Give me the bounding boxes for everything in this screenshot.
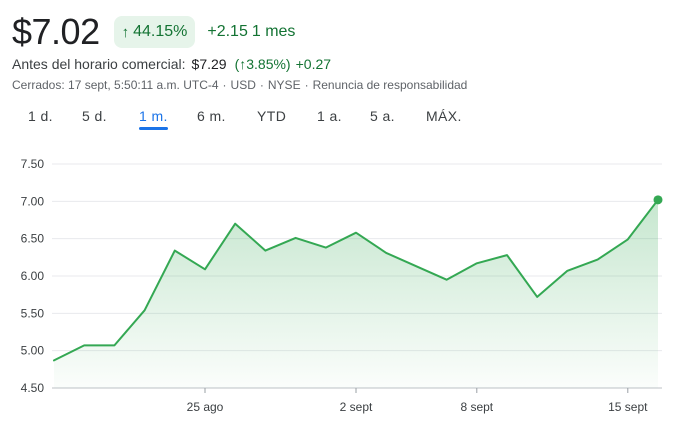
separator: ·: [304, 78, 309, 92]
tab-ytd[interactable]: YTD: [257, 108, 287, 124]
tab-5-years[interactable]: 5 a.: [370, 108, 395, 124]
y-tick-label: 6.50: [21, 232, 45, 246]
arrow-up-icon: ↑: [121, 23, 130, 41]
change-amount: +2.15: [207, 23, 248, 40]
separator: ·: [222, 78, 227, 92]
x-tick-label: 25 ago: [187, 400, 224, 414]
price-line: [53, 198, 659, 362]
exchange: NYSE: [267, 78, 301, 92]
current-price: $7.02: [12, 11, 100, 52]
y-tick-label: 5.00: [21, 344, 45, 358]
premarket-row: Antes del horario comercial: $7.29 (↑3.8…: [12, 56, 331, 72]
change-amount-group: +2.15 1 mes: [207, 23, 295, 41]
closed-timestamp: Cerrados: 17 sept, 5:50:11 a.m. UTC-4: [12, 78, 219, 92]
disclaimer-link[interactable]: Renuncia de responsabilidad: [312, 78, 468, 92]
market-meta: Cerrados: 17 sept, 5:50:11 a.m. UTC-4 · US…: [12, 78, 467, 92]
currency: USD: [230, 78, 256, 92]
y-tick-label: 7.50: [21, 157, 45, 171]
tab-1-year[interactable]: 1 a.: [317, 108, 342, 124]
x-tick-label: 2 sept: [340, 400, 373, 414]
change-period: 1 mes: [251, 23, 296, 40]
premarket-label: Antes del horario comercial:: [12, 56, 186, 72]
quote-header: $7.02 ↑ 44.15% +2.15 1 mes: [12, 8, 295, 56]
tab-6-months[interactable]: 6 m.: [197, 108, 226, 124]
y-tick-label: 5.50: [21, 306, 45, 320]
premarket-amount: +0.27: [295, 56, 332, 72]
y-tick-label: 6.00: [21, 269, 45, 283]
x-tick-label: 15 sept: [608, 400, 648, 414]
price-area: [54, 199, 658, 388]
premarket-price: $7.29: [191, 56, 227, 72]
range-tabs: 1 d. 5 d. 1 m. 6 m. YTD 1 a. 5 a. MÁX.: [0, 108, 688, 134]
premarket-percent: (↑3.85%): [234, 56, 291, 72]
y-tick-label: 4.50: [21, 381, 45, 395]
y-tick-label: 7.00: [21, 194, 45, 208]
tab-max[interactable]: MÁX.: [426, 108, 462, 124]
change-percent-badge: ↑ 44.15%: [113, 16, 196, 48]
last-price-dot: [653, 195, 663, 205]
x-tick-label: 8 sept: [460, 400, 493, 414]
change-percent: 44.15%: [133, 23, 188, 40]
tab-1-day[interactable]: 1 d.: [28, 108, 53, 124]
separator: ·: [259, 78, 264, 92]
tab-1-month[interactable]: 1 m.: [139, 108, 168, 130]
tab-5-days[interactable]: 5 d.: [82, 108, 107, 124]
